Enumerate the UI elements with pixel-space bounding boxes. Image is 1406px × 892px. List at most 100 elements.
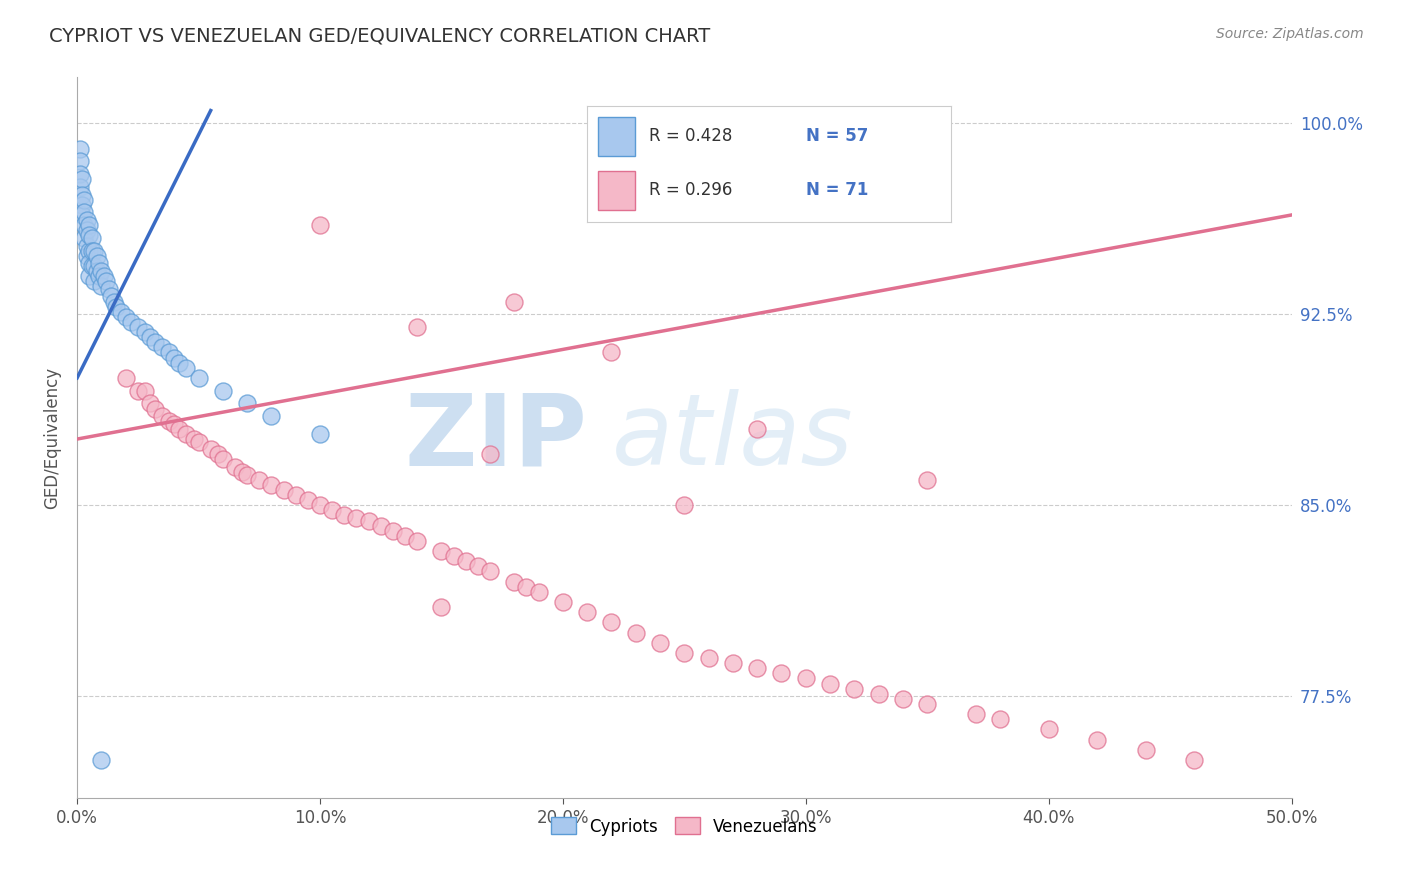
Point xyxy=(624,625,647,640)
Point xyxy=(673,646,696,660)
Point xyxy=(1038,723,1060,737)
Point xyxy=(76,223,98,237)
Y-axis label: GED/Equivalency: GED/Equivalency xyxy=(44,367,60,508)
Point xyxy=(80,231,103,245)
Point xyxy=(333,508,356,523)
Point xyxy=(77,228,100,243)
Point xyxy=(467,559,489,574)
Point xyxy=(965,707,987,722)
Point xyxy=(183,432,205,446)
Point xyxy=(247,473,270,487)
Point xyxy=(86,249,108,263)
Point xyxy=(76,249,98,263)
Point xyxy=(86,264,108,278)
Point xyxy=(600,345,623,359)
Point xyxy=(321,503,343,517)
Point xyxy=(236,467,259,482)
Point xyxy=(231,465,253,479)
Point xyxy=(163,417,186,431)
Text: ZIP: ZIP xyxy=(405,389,588,486)
Point xyxy=(90,753,112,767)
Point xyxy=(90,279,112,293)
Point xyxy=(87,256,110,270)
Point xyxy=(114,310,136,324)
Point xyxy=(479,565,502,579)
Point xyxy=(70,187,93,202)
Point xyxy=(70,172,93,186)
Point xyxy=(69,154,91,169)
Point xyxy=(673,498,696,512)
Point xyxy=(80,259,103,273)
Point xyxy=(394,529,416,543)
Point xyxy=(73,218,96,232)
Point xyxy=(157,345,180,359)
Point xyxy=(96,274,118,288)
Point xyxy=(1085,732,1108,747)
Point xyxy=(83,274,105,288)
Point xyxy=(430,600,453,615)
Point xyxy=(93,269,115,284)
Text: CYPRIOT VS VENEZUELAN GED/EQUIVALENCY CORRELATION CHART: CYPRIOT VS VENEZUELAN GED/EQUIVALENCY CO… xyxy=(49,27,710,45)
Point xyxy=(284,488,307,502)
Point xyxy=(69,142,91,156)
Point xyxy=(139,330,162,344)
Point xyxy=(97,282,120,296)
Point xyxy=(479,447,502,461)
Point xyxy=(134,325,156,339)
Point xyxy=(70,198,93,212)
Point xyxy=(143,335,166,350)
Point xyxy=(236,396,259,410)
Point xyxy=(868,687,890,701)
Point xyxy=(915,473,938,487)
Point xyxy=(100,289,122,303)
Point xyxy=(503,294,526,309)
Point xyxy=(150,340,173,354)
Text: atlas: atlas xyxy=(612,389,853,486)
Point xyxy=(103,294,125,309)
Point xyxy=(1135,743,1157,757)
Point xyxy=(260,478,283,492)
Point xyxy=(80,244,103,258)
Point xyxy=(76,213,98,227)
Point xyxy=(76,238,98,252)
Point xyxy=(83,259,105,273)
Point xyxy=(110,304,132,318)
Point xyxy=(430,544,453,558)
Point xyxy=(127,384,149,398)
Point xyxy=(211,452,233,467)
Point xyxy=(104,300,127,314)
Point xyxy=(344,511,367,525)
Point xyxy=(406,533,429,548)
Point xyxy=(527,585,550,599)
Point xyxy=(187,434,209,449)
Point xyxy=(200,442,222,457)
Point xyxy=(454,554,477,568)
Point xyxy=(309,218,332,232)
Legend: Cypriots, Venezuelans: Cypriots, Venezuelans xyxy=(543,809,825,844)
Point xyxy=(77,256,100,270)
Point xyxy=(134,384,156,398)
Point xyxy=(83,244,105,258)
Point xyxy=(167,356,190,370)
Point xyxy=(139,396,162,410)
Point xyxy=(915,697,938,711)
Point xyxy=(697,651,720,665)
Point xyxy=(770,666,793,681)
Point xyxy=(1182,753,1205,767)
Point xyxy=(309,498,332,512)
Point xyxy=(77,218,100,232)
Point xyxy=(90,264,112,278)
Point xyxy=(576,605,599,619)
Point xyxy=(211,384,233,398)
Point xyxy=(77,244,100,258)
Point xyxy=(503,574,526,589)
Point xyxy=(600,615,623,630)
Point xyxy=(120,315,142,329)
Point xyxy=(370,518,392,533)
Text: Source: ZipAtlas.com: Source: ZipAtlas.com xyxy=(1216,27,1364,41)
Point xyxy=(648,636,671,650)
Point xyxy=(224,460,246,475)
Point xyxy=(381,524,404,538)
Point xyxy=(273,483,295,497)
Point xyxy=(309,427,332,442)
